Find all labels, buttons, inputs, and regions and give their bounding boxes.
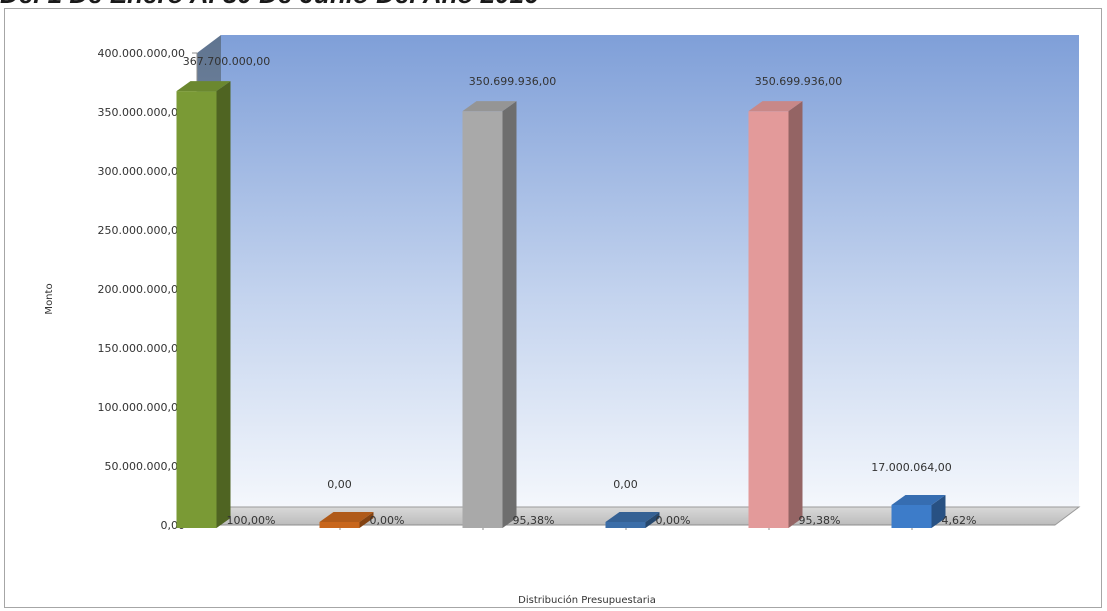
percent-label: 100,00%	[227, 514, 276, 527]
bar[interactable]	[462, 101, 517, 528]
bar-front	[462, 111, 503, 528]
y-tick-label: 400.000.000,00	[98, 47, 185, 60]
bar-top	[176, 81, 231, 92]
y-tick-label: 100.000.000,00	[98, 401, 185, 414]
data-value-label: 350.699.936,00	[469, 75, 556, 88]
bar[interactable]	[319, 512, 374, 528]
data-value-label: 0,00	[613, 478, 638, 491]
bar[interactable]	[891, 494, 946, 528]
bar-front	[748, 111, 789, 528]
x-axis-title: Distribución Presupuestaria	[518, 594, 656, 606]
bar-top	[319, 512, 374, 522]
y-tick-label: 200.000.000,00	[98, 283, 185, 296]
bar-side	[359, 512, 374, 528]
back-wall	[221, 35, 1079, 507]
bar-top	[891, 494, 946, 505]
bar-side	[645, 512, 660, 528]
bar-top	[748, 101, 803, 112]
data-value-label: 17.000.064,00	[871, 461, 951, 474]
bar-front	[176, 91, 217, 528]
bar-chart: 0,00 50.000.000,00 100.000.000,00 150.000.0…	[44, 35, 1081, 606]
y-tick-label: 250.000.000,00	[98, 224, 185, 237]
chart-area: 0,00 50.000.000,00 100.000.000,00 150.000.0…	[4, 8, 1102, 608]
bar-side	[931, 494, 946, 528]
bar[interactable]	[605, 512, 660, 528]
y-tick-label: 300.000.000,00	[98, 165, 185, 178]
data-value-label: 0,00	[327, 478, 352, 491]
bar[interactable]	[748, 101, 803, 528]
percent-label: 95,38%	[513, 514, 555, 527]
y-axis-title: Monto	[44, 283, 55, 314]
bar-side	[216, 81, 231, 528]
bar-side	[788, 101, 803, 528]
bar-front	[891, 504, 932, 528]
bar-front	[319, 522, 360, 528]
percent-label: 95,38%	[799, 514, 841, 527]
data-value-label: 367.700.000,00	[183, 55, 270, 68]
bar[interactable]	[176, 81, 231, 528]
y-tick-label: 350.000.000,00	[98, 106, 185, 119]
bar-top	[605, 512, 660, 522]
bar-front	[605, 522, 646, 528]
y-tick-label: 50.000.000,00	[105, 460, 185, 473]
bar-side	[502, 101, 517, 528]
percent-label: 4,62%	[942, 514, 977, 527]
bar-top	[462, 101, 517, 112]
y-tick-label: 150.000.000,00	[98, 342, 185, 355]
percent-label: 0,00%	[656, 514, 691, 527]
page-title: Del 1 De Enero Al 30 De Junio Del Año 20…	[0, 0, 1107, 10]
percent-label: 0,00%	[370, 514, 405, 527]
data-value-label: 350.699.936,00	[755, 75, 842, 88]
